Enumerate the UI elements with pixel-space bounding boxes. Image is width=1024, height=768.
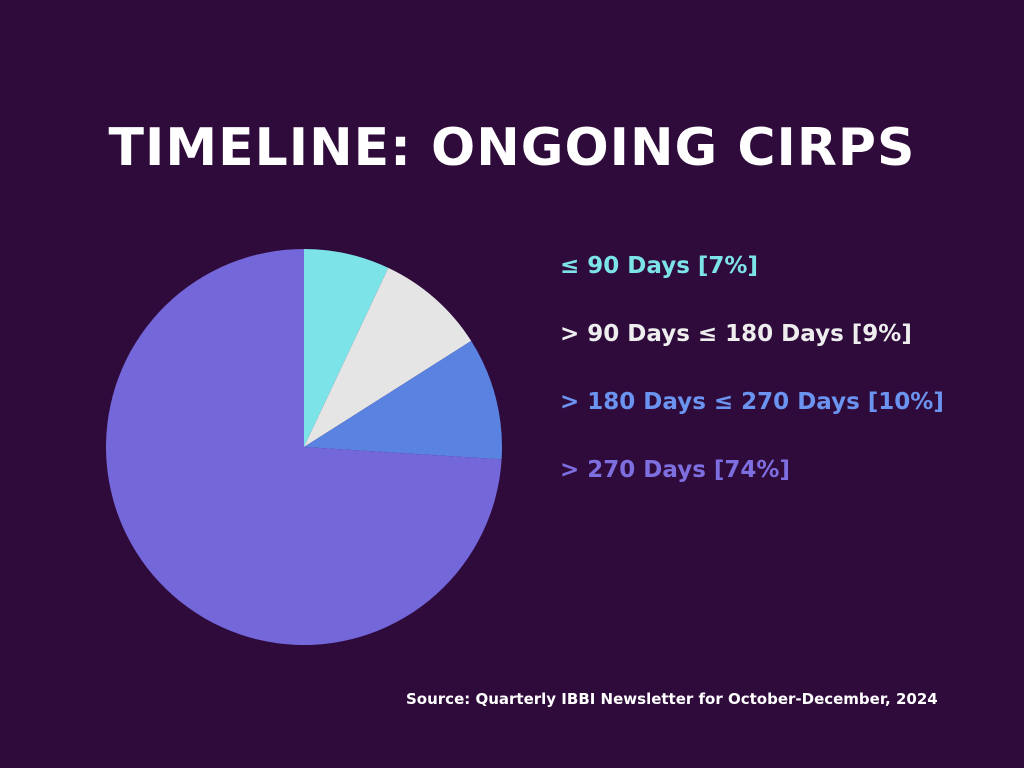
legend-item-0: ≤ 90 Days [7%] <box>560 253 758 279</box>
source-note: Source: Quarterly IBBI Newsletter for Oc… <box>406 690 938 708</box>
pie-chart <box>105 249 502 645</box>
pie-slice-1 <box>304 267 472 447</box>
chart-title: TIMELINE: ONGOING CIRPS <box>108 118 916 178</box>
pie-slice-3 <box>105 249 502 645</box>
legend-item-3: > 270 Days [74%] <box>560 457 790 483</box>
legend-item-1: > 90 Days ≤ 180 Days [9%] <box>560 321 912 347</box>
pie-slice-0 <box>304 249 389 447</box>
legend-item-2: > 180 Days ≤ 270 Days [10%] <box>560 389 944 415</box>
legend: ≤ 90 Days [7%] > 90 Days ≤ 180 Days [9%] >… <box>560 248 944 520</box>
pie-slice-2 <box>304 340 502 460</box>
